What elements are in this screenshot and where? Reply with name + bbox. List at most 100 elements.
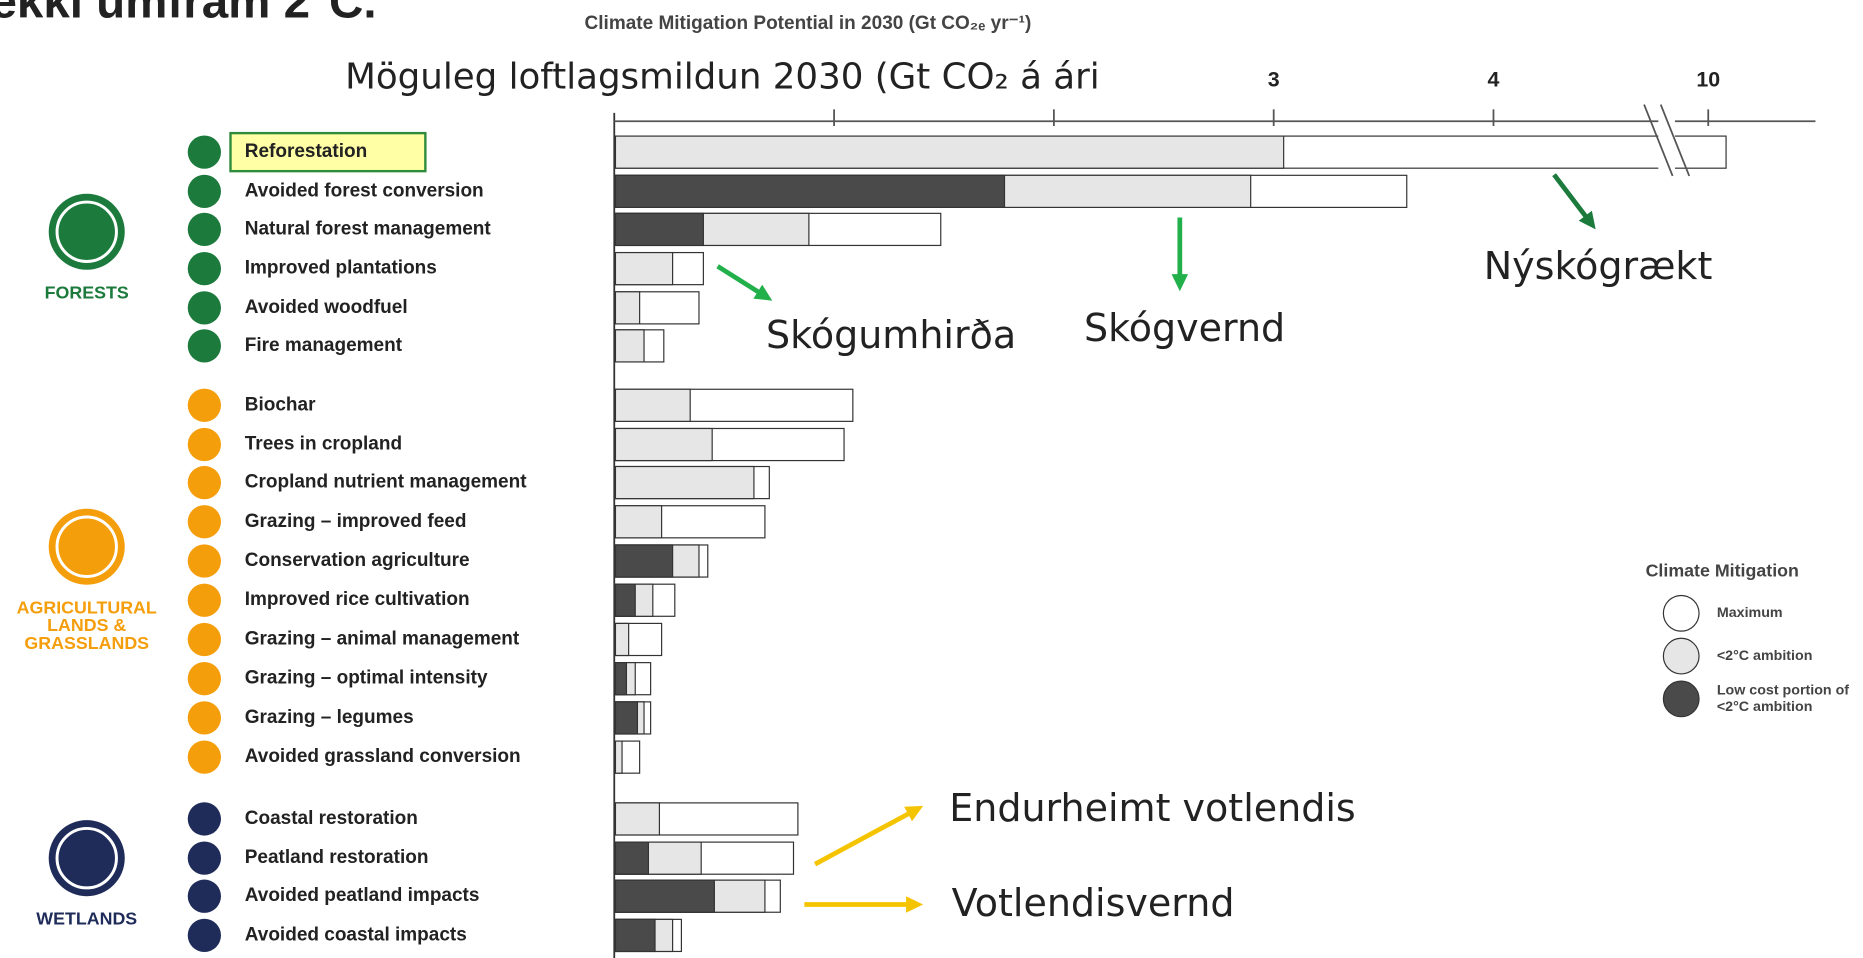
annotation-arrowhead (753, 284, 773, 301)
legend-title: Climate Mitigation (1646, 560, 1799, 580)
annotation: Votlendisvernd (952, 881, 1235, 925)
category-label: Biochar (245, 394, 316, 415)
annotation-arrowhead (1578, 210, 1596, 230)
category-label: Improved rice cultivation (245, 589, 470, 610)
category-label: Avoided peatland impacts (245, 885, 480, 906)
category-dot (187, 879, 221, 913)
axis-break-mark (1643, 104, 1674, 177)
bar (614, 465, 755, 500)
group-icon (48, 508, 125, 585)
axis-break-mark (1659, 104, 1691, 177)
legend-swatch (1662, 594, 1700, 632)
bar (614, 740, 623, 774)
category-dot (187, 251, 221, 286)
category-dot (187, 135, 221, 169)
category-label: Avoided woodfuel (245, 297, 408, 318)
bar (614, 329, 645, 363)
category-dot (187, 802, 221, 836)
annotation: Skógumhirða (766, 313, 1016, 357)
category-label: Fire management (245, 335, 403, 356)
bar (614, 505, 663, 539)
category-label: Reforestation (245, 141, 367, 162)
bar (614, 212, 704, 247)
group-label: FORESTS (45, 282, 129, 302)
annotation: Skógvernd (1084, 306, 1285, 350)
category-dot (187, 465, 221, 500)
category-dot (187, 388, 221, 422)
category-label: Grazing – legumes (245, 707, 414, 728)
annotation-arrow (716, 264, 761, 295)
bar (614, 701, 639, 735)
category-dot (187, 740, 221, 774)
category-dot (187, 662, 221, 696)
group-icon-ring (55, 200, 118, 263)
group-icon (48, 193, 125, 270)
group-icon (48, 820, 125, 897)
group-label: LANDS & (47, 615, 126, 635)
category-label: Coastal restoration (245, 808, 418, 829)
group-label: AGRICULTURAL (17, 597, 157, 617)
category-dot (187, 544, 221, 578)
annotation: Endurheimt votlendis (949, 786, 1356, 830)
annotation-arrow (813, 810, 911, 867)
category-dot (187, 329, 221, 363)
bar (614, 583, 636, 617)
annotation-arrowhead (1171, 274, 1189, 292)
bar (614, 291, 641, 325)
group-label: GRASSLANDS (24, 633, 149, 653)
bar (614, 388, 691, 422)
group-icon-ring (55, 826, 118, 890)
category-label: Natural forest management (245, 218, 492, 239)
category-dot (187, 174, 221, 209)
category-label: Cropland nutrient management (245, 472, 527, 493)
annotation: Nýskógrækt (1484, 244, 1713, 288)
category-dot (187, 841, 221, 875)
heading: ekki umfram 2°C. (0, 0, 377, 28)
legend-swatch (1662, 637, 1700, 675)
category-dot (187, 701, 221, 735)
annotation-arrowhead (906, 896, 924, 913)
bar (614, 427, 713, 462)
legend-swatch (1662, 680, 1700, 718)
category-label: Peatland restoration (245, 847, 429, 868)
bar (614, 879, 715, 913)
category-dot (187, 212, 221, 247)
category-label: Avoided forest conversion (245, 180, 484, 201)
bar (614, 662, 628, 696)
legend-label: Low cost portion of <2°C ambition (1717, 682, 1849, 715)
bar (614, 841, 650, 875)
legend-label: Maximum (1717, 605, 1783, 621)
category-label: Grazing – optimal intensity (245, 668, 488, 689)
category-label: Avoided coastal impacts (245, 924, 467, 945)
annotation-arrowhead (904, 805, 924, 822)
x-tick-label: 3 (1268, 67, 1280, 91)
x-tick-label: 4 (1488, 67, 1500, 91)
bar (614, 802, 661, 836)
category-dot (187, 505, 221, 539)
highlight-box (229, 131, 427, 173)
annotation-arrow (1552, 173, 1589, 219)
category-dot (187, 583, 221, 617)
category-label: Avoided grassland conversion (245, 746, 521, 767)
bar (614, 544, 674, 578)
axis-break-gap (1658, 104, 1675, 176)
category-label: Improved plantations (245, 258, 437, 279)
category-label: Grazing – animal management (245, 628, 520, 649)
category-label: Conservation agriculture (245, 550, 470, 571)
category-dot (187, 291, 221, 325)
legend-label: <2°C ambition (1717, 648, 1813, 664)
category-dot (187, 918, 221, 953)
group-icon-ring (55, 515, 118, 578)
category-label: Grazing – improved feed (245, 511, 467, 532)
bar (614, 918, 656, 953)
bar (614, 622, 630, 657)
chart-title: Climate Mitigation Potential in 2030 (Gt… (585, 13, 1032, 34)
bar (614, 135, 1285, 169)
bar (614, 174, 1006, 209)
category-dot (187, 427, 221, 462)
category-label: Trees in cropland (245, 434, 402, 455)
bar (614, 251, 674, 286)
x-tick-label: 10 (1696, 67, 1720, 91)
